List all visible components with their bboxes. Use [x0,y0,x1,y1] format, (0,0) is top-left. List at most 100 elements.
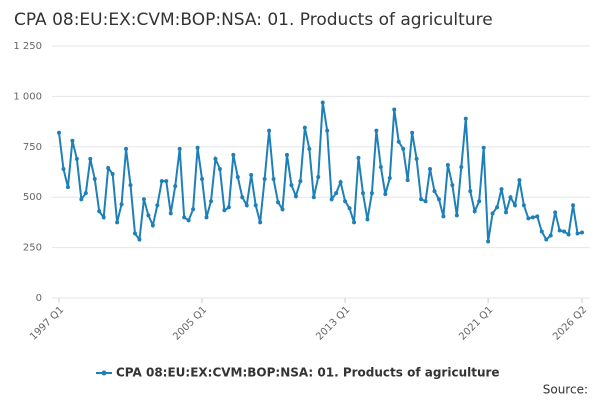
data-point [115,220,120,225]
data-point [580,230,584,235]
data-point [490,211,495,216]
data-point [92,177,97,182]
data-point [334,191,339,196]
data-point [316,175,321,180]
y-tick-label: 0 [36,293,42,304]
data-point [338,180,343,185]
data-point [463,116,468,121]
source: Source: [543,383,588,397]
data-point [137,237,142,242]
data-point [231,152,236,157]
y-tick-label: 250 [23,243,42,254]
legend-label: CPA 08:EU:EX:CVM:BOP:NSA: 01. Products o… [116,366,500,380]
series-line [58,102,583,243]
data-point [557,228,562,233]
x-tick-label: 2021 Q1 [457,304,495,342]
data-point [70,138,75,143]
data-point [575,231,580,236]
data-point [477,199,482,204]
data-point [450,183,455,188]
y-tick-label: 750 [23,142,42,153]
data-point [244,203,249,208]
data-point [217,166,222,171]
data-point [428,166,433,171]
data-point [307,146,312,151]
data-point [204,215,209,220]
data-point [128,183,133,188]
data-point [548,233,553,238]
data-point [347,206,352,211]
data-point [539,229,544,234]
data-point [495,205,500,210]
data-point [365,217,370,222]
data-point [276,200,281,205]
data-point [521,203,526,208]
data-point [186,218,191,223]
data-point [226,205,231,210]
data-point [360,191,365,196]
data-point [106,165,111,170]
data-point [298,179,303,184]
data-point [571,203,576,208]
data-point [240,195,245,200]
data-point [414,156,419,161]
data-point [150,223,155,228]
data-point [343,199,348,204]
data-point [329,197,334,202]
data-point [119,202,124,207]
data-point [512,203,517,208]
data-point [445,162,450,167]
data-point [432,189,437,194]
x-tick-label: 2005 Q1 [171,304,209,342]
data-point [110,172,115,177]
data-point [200,177,205,182]
data-point [526,216,531,221]
data-point [182,215,187,220]
data-point [132,231,137,236]
y-tick-label: 500 [23,192,42,203]
data-point [164,179,169,184]
data-point [320,100,325,105]
data-point [302,125,307,130]
y-tick-label: 1 000 [13,91,42,102]
data-point [459,164,464,169]
data-point [369,191,374,196]
chart-title: CPA 08:EU:EX:CVM:BOP:NSA: 01. Products o… [14,10,493,30]
data-point [530,215,535,220]
data-point [468,189,473,194]
data-point [262,177,267,182]
data-point [410,130,415,135]
data-point [88,156,93,161]
data-point [61,166,66,171]
data-point [387,176,392,181]
data-point [486,239,491,244]
data-point [213,156,218,161]
data-point [258,220,263,225]
data-point [293,194,298,199]
data-point [423,199,428,204]
data-point [508,195,513,200]
data-point [311,195,316,200]
data-point [419,197,424,202]
data-point [267,128,272,133]
data-point [249,173,254,178]
data-point [83,191,88,196]
data-point [499,187,504,192]
data-point [155,203,160,208]
data-point [454,213,459,218]
data-point [65,185,70,190]
data-point [195,145,200,150]
data-point [235,175,240,180]
data-point [173,184,178,189]
data-point [544,237,549,242]
data-point [97,209,102,214]
data-point [79,197,84,202]
data-point [159,179,164,184]
data-point [146,213,151,218]
y-tick-label: 1 250 [13,41,42,52]
data-point [168,211,173,216]
data-point [356,155,361,160]
data-point [280,207,285,212]
data-point [472,209,477,214]
